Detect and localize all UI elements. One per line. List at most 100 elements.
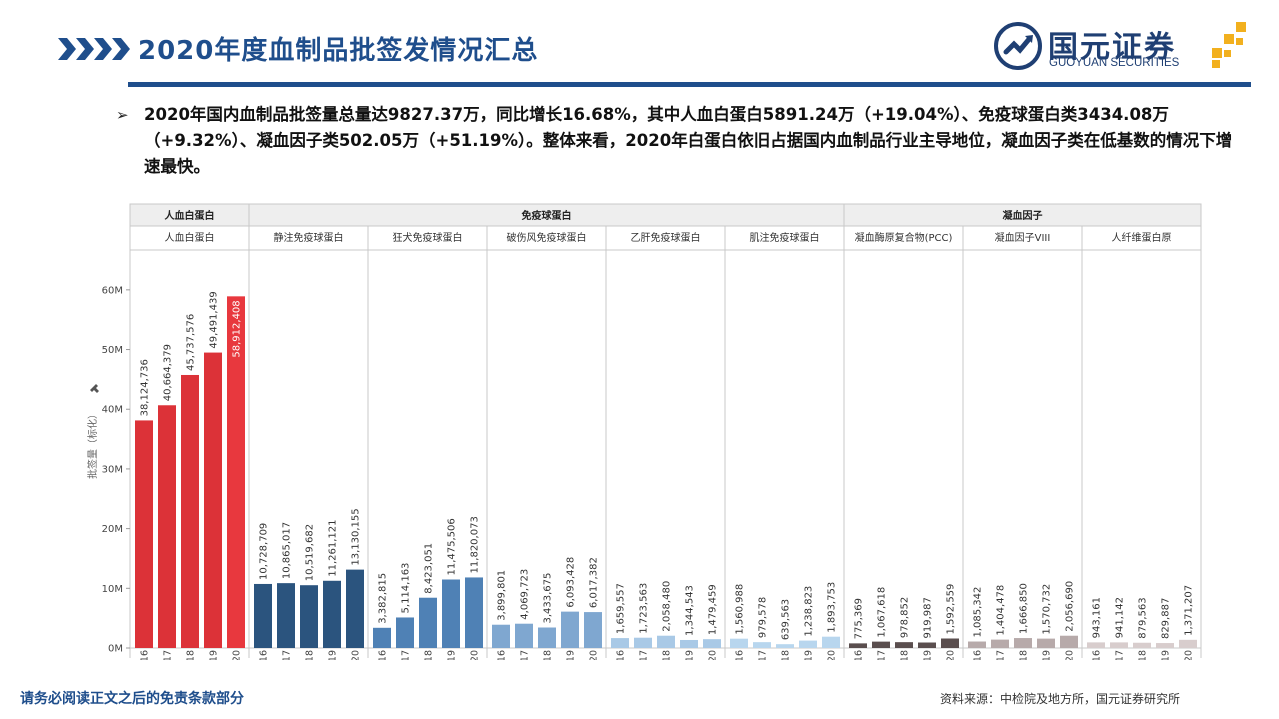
x-tick-label: 2019	[328, 650, 339, 660]
data-label: 1,085,342	[973, 587, 984, 638]
x-tick-label: 2019	[209, 650, 220, 660]
bar-0-0	[135, 420, 153, 648]
bar-4-0	[611, 638, 629, 648]
x-tick-label: 2017	[282, 650, 293, 660]
x-tick-label: 2019	[804, 650, 815, 660]
bar-5-4	[822, 636, 840, 648]
data-label: 10,519,682	[305, 524, 316, 581]
page-title: 2020年度血制品批签发情况汇总	[138, 36, 539, 66]
group-header-label: 凝血因子	[1003, 209, 1043, 222]
x-tick-label: 2017	[401, 650, 412, 660]
data-label: 11,820,073	[470, 516, 481, 573]
data-label: 829,887	[1161, 598, 1172, 639]
product-header-label: 凝血酶原复合物(PCC)	[855, 231, 953, 244]
y-axis-label: 批签量（标化）	[86, 409, 99, 479]
data-label: 40,664,379	[163, 344, 174, 401]
y-tick-label: 30M	[102, 464, 123, 475]
bar-7-2	[1014, 638, 1032, 648]
data-label: 3,382,815	[378, 573, 389, 624]
data-label: 943,161	[1092, 597, 1103, 638]
bar-8-2	[1133, 642, 1151, 648]
x-tick-label: 2017	[163, 650, 174, 660]
x-tick-label: 2020	[827, 650, 838, 660]
product-header-label: 凝血因子VIII	[995, 231, 1051, 244]
x-tick-label: 2018	[186, 650, 197, 660]
bar-7-3	[1037, 638, 1055, 648]
y-tick-label: 40M	[102, 405, 123, 416]
x-tick-label: 2018	[305, 650, 316, 660]
product-header-cell	[248, 225, 369, 251]
bar-2-3	[442, 579, 460, 648]
logo-text-en: GUOYUAN SECURITIES	[1049, 57, 1180, 69]
guoyuan-logo-icon	[994, 22, 1042, 70]
x-tick-label: 2016	[854, 650, 865, 660]
data-label: 1,659,557	[616, 583, 627, 634]
x-tick-label: 2018	[543, 650, 554, 660]
x-tick-label: 2020	[470, 650, 481, 660]
x-tick-label: 2020	[708, 650, 719, 660]
bar-5-3	[799, 640, 817, 648]
bar-1-0	[254, 583, 272, 648]
x-tick-label: 2019	[1161, 650, 1172, 660]
data-label: 38,124,736	[140, 359, 151, 416]
data-label: 58,912,408	[232, 300, 243, 357]
data-label: 8,423,051	[424, 543, 435, 594]
data-label: 1,570,732	[1042, 584, 1053, 635]
x-tick-label: 2018	[662, 650, 673, 660]
bar-6-2	[895, 642, 913, 648]
bar-5-2	[776, 644, 794, 648]
product-header-cell	[367, 225, 488, 251]
data-label: 10,865,017	[282, 522, 293, 579]
product-header-label: 破伤风免疫球蛋白	[507, 231, 587, 244]
y-tick-label: 60M	[102, 285, 123, 296]
bar-4-2	[657, 635, 675, 648]
bar-6-0	[849, 643, 867, 648]
data-label: 11,475,506	[447, 518, 458, 575]
product-header-label: 肌注免疫球蛋白	[750, 231, 820, 244]
bar-1-1	[277, 583, 295, 648]
bar-6-3	[918, 642, 936, 648]
data-label: 941,142	[1115, 597, 1126, 638]
data-label: 978,852	[900, 597, 911, 638]
pin-icon	[90, 384, 99, 393]
y-tick-label: 10M	[102, 584, 123, 595]
bar-8-4	[1179, 639, 1197, 648]
x-tick-label: 2018	[900, 650, 911, 660]
product-header-label: 静注免疫球蛋白	[274, 231, 344, 244]
bar-1-3	[323, 580, 341, 648]
data-label: 1,560,988	[735, 584, 746, 635]
product-header-cell	[129, 225, 250, 251]
bar-4-4	[703, 639, 721, 648]
data-label: 4,069,723	[520, 569, 531, 620]
bar-3-2	[538, 627, 556, 648]
x-tick-label: 2016	[973, 650, 984, 660]
bar-3-1	[515, 623, 533, 648]
data-label: 1,479,459	[708, 584, 719, 635]
summary-text: 2020年国内血制品批签量总量达9827.37万，同比增长16.68%，其中人血…	[144, 105, 1233, 176]
x-tick-label: 2020	[1184, 650, 1195, 660]
x-tick-label: 2016	[1092, 650, 1103, 660]
data-label: 3,899,801	[497, 570, 508, 621]
data-label: 3,433,675	[543, 573, 554, 624]
x-tick-label: 2020	[351, 650, 362, 660]
bar-0-4	[227, 296, 245, 648]
product-header-cell	[1081, 225, 1202, 251]
bar-2-0	[373, 627, 391, 648]
x-tick-label: 2017	[639, 650, 650, 660]
bar-7-4	[1060, 635, 1078, 648]
data-label: 1,666,850	[1019, 583, 1030, 634]
bar-8-0	[1087, 642, 1105, 648]
bar-8-1	[1110, 642, 1128, 648]
x-tick-label: 2017	[996, 650, 1007, 660]
data-label: 1,238,823	[804, 586, 815, 637]
bar-0-1	[158, 405, 176, 648]
x-tick-label: 2017	[877, 650, 888, 660]
data-label: 1,404,478	[996, 585, 1007, 636]
bar-2-1	[396, 617, 414, 648]
data-label: 1,723,563	[639, 583, 650, 634]
data-label: 5,114,163	[401, 563, 412, 614]
bar-1-2	[300, 585, 318, 648]
product-header-label: 人血白蛋白	[165, 231, 215, 244]
bar-4-3	[680, 639, 698, 648]
